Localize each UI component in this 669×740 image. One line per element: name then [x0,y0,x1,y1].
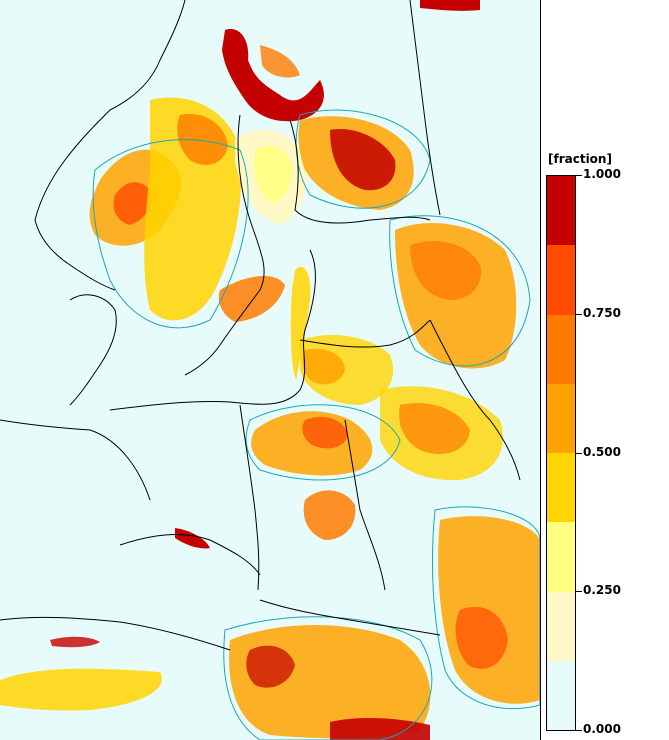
legend-tick-label: 0.500 [583,444,621,459]
field-sweden-south [218,275,285,322]
border-germany-poland [239,404,260,591]
legend-tick [576,452,582,454]
coastline-sweden [184,114,265,376]
field-poland-central [303,490,356,540]
coastline-norway [34,0,186,291]
field-kola [420,0,480,11]
field-czech-ridge [175,528,210,549]
field-gotland [290,266,311,380]
legend-band [547,383,575,453]
field-south-red [330,718,430,740]
contour-line [223,616,433,740]
legend-band [547,660,575,730]
border-czech [119,534,261,576]
contour-line [389,215,531,367]
field-sweden-core [177,114,228,165]
legend-band [547,591,575,661]
field-ukraine-core [455,606,508,669]
field-lithuania-core [302,348,345,385]
legend-tick [576,730,582,731]
fraction-field-layer [0,0,540,740]
map-panel [0,0,541,740]
field-alps-core [50,636,100,648]
legend-tick-label: 0.000 [583,722,621,736]
contour-line [245,404,401,481]
coastline-denmark [69,294,117,406]
legend-band [547,176,575,246]
border-baltics [299,319,431,348]
legend-tick [576,313,582,315]
field-lapland [222,29,324,122]
legend-tick-label: 1.000 [583,167,621,181]
field-finland-core [330,129,396,191]
field-ukraine [438,516,540,704]
contour-line [92,139,249,329]
field-bothnia-yellow [254,145,293,203]
legend-band [547,245,575,315]
legend-band [547,453,575,523]
legend-tick-label: 0.750 [583,305,621,320]
border-poland-belarus [344,419,386,591]
field-belarus-core [399,402,470,454]
legend-tick [576,175,582,176]
legend-band [547,314,575,384]
border-belarus-russia [429,319,521,481]
field-carpathians-core [246,645,295,688]
legend-unit-label: [fraction] [548,152,612,166]
field-alps [0,668,162,711]
legend-color-bar [546,175,576,731]
contour-line [431,506,540,710]
legend-tick [576,591,582,593]
field-norway-core [113,182,152,225]
border-west-germany [0,419,151,501]
field-russia-core [410,241,481,300]
border-finland-russia [409,0,441,216]
field-poland-core [302,416,348,449]
coastline-baltic-south [109,249,316,411]
field-lapland-orange [260,45,300,78]
legend-tick-label: 0.250 [583,583,621,598]
border-alps [0,616,231,651]
border-layer [0,0,521,651]
map-canvas [0,0,540,740]
legend-band [547,522,575,592]
coastline-finland [289,119,431,224]
border-hungary [259,599,441,636]
